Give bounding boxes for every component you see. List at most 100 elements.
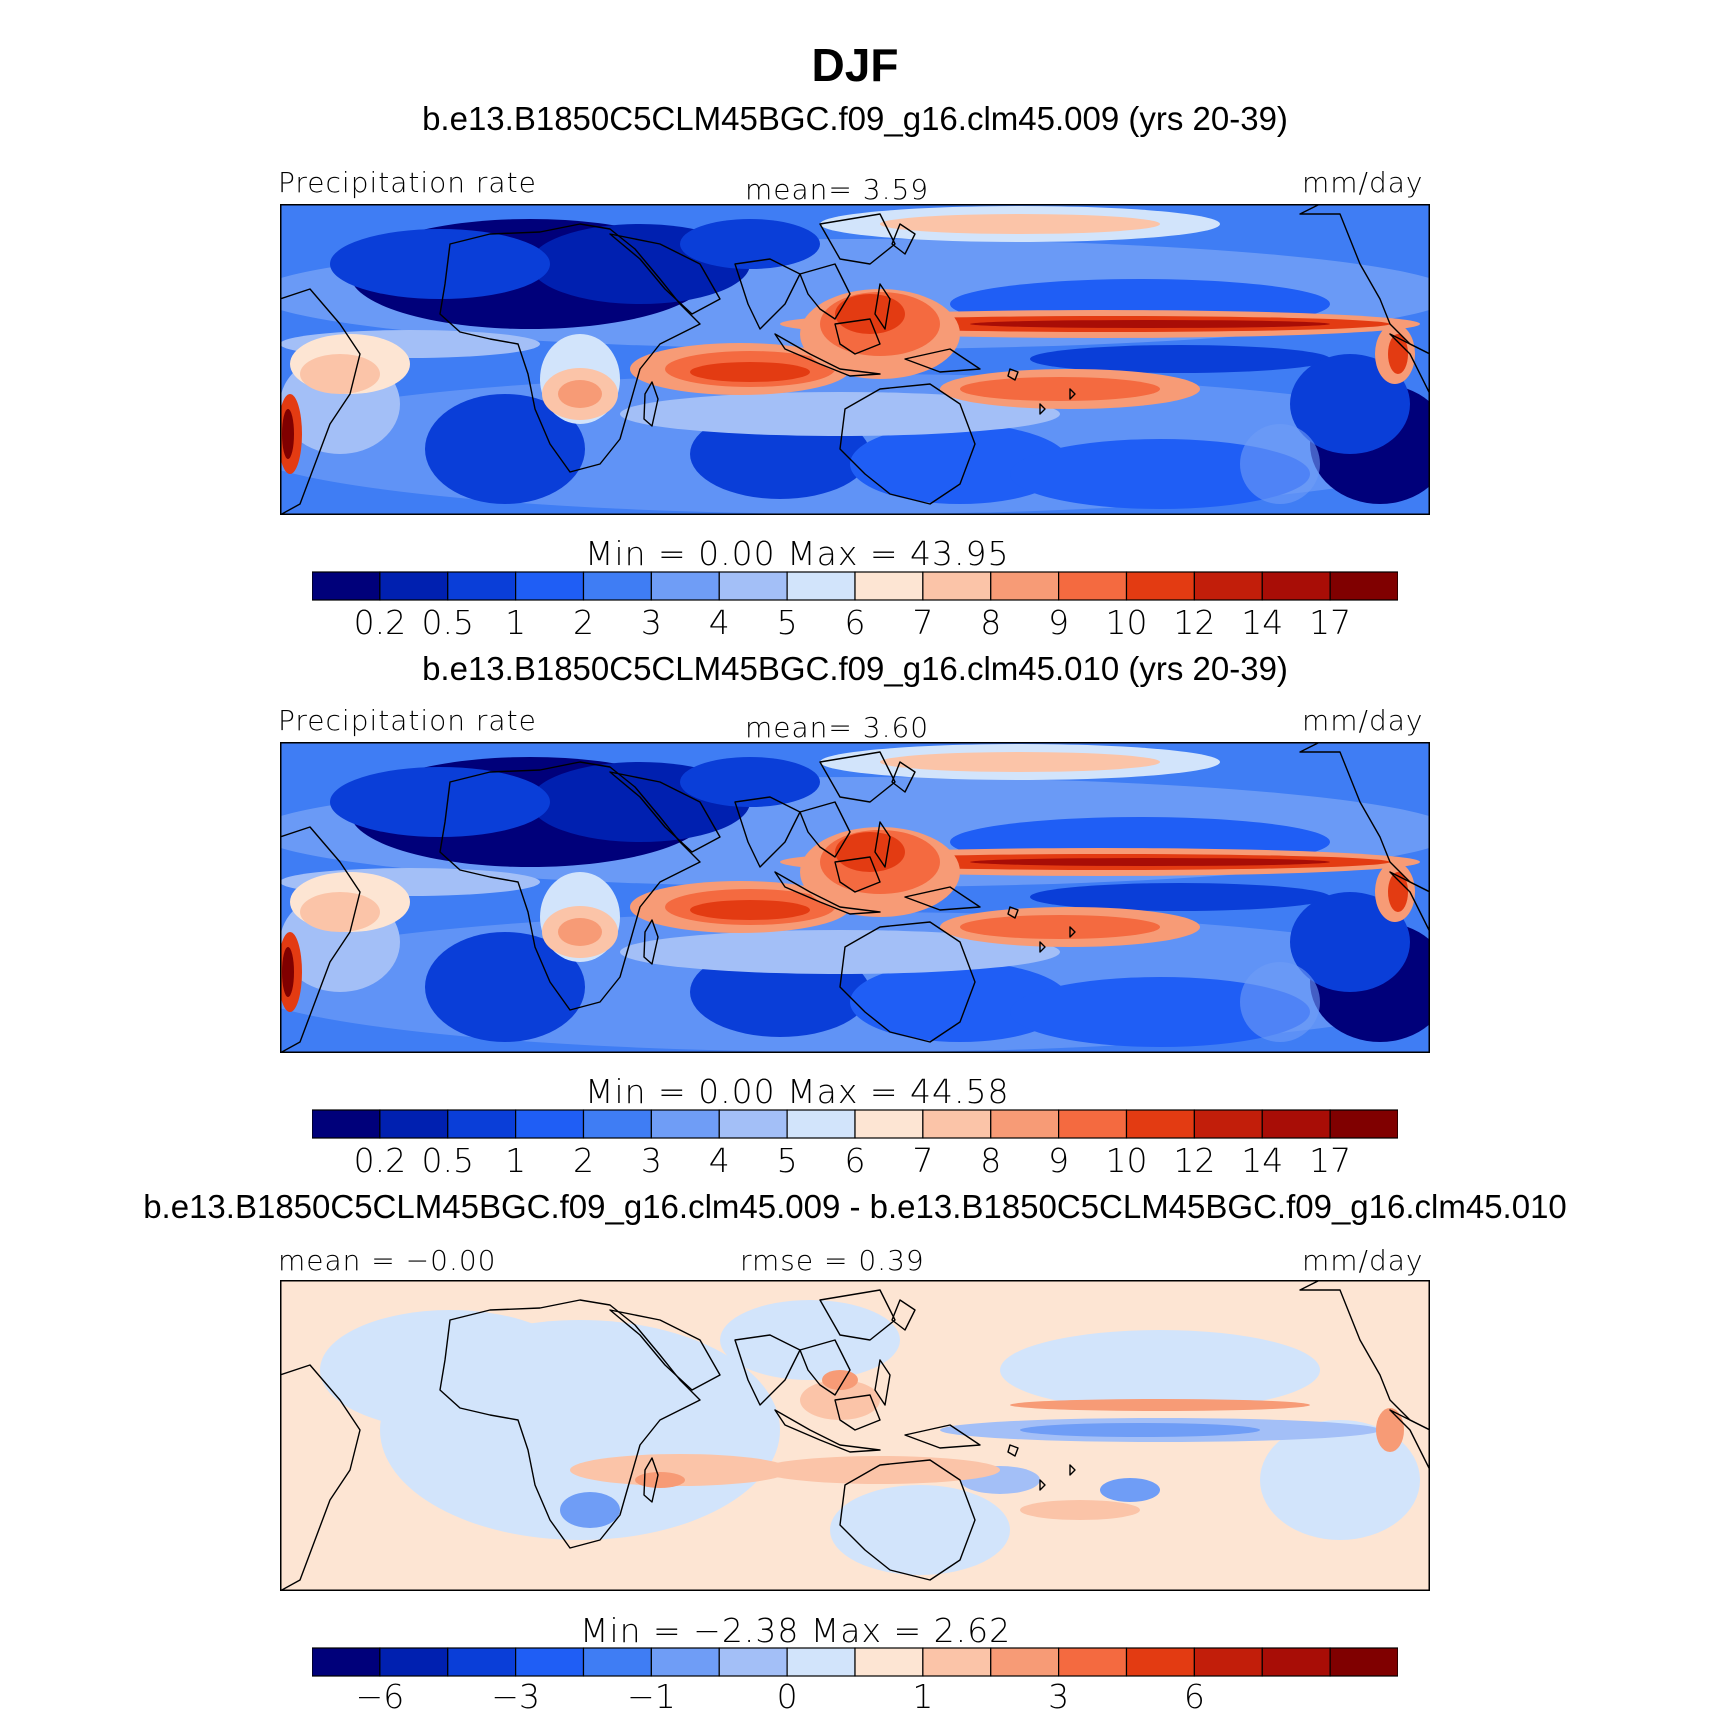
contour-blob: [690, 362, 810, 382]
colorbar-swatch: [922, 1109, 992, 1139]
contour-blob: [720, 1300, 900, 1380]
contour-blob: [850, 962, 1070, 1042]
coastline: [799, 1339, 851, 1396]
colorbar-tick-label: 14: [1241, 603, 1284, 642]
colorbar-swatch: [854, 571, 924, 601]
contour-blob: [1030, 883, 1330, 911]
contour-blob: [835, 832, 905, 872]
panel-2-precip-map: [280, 742, 1430, 1053]
colorbar-swatch: [786, 1647, 856, 1677]
colorbar-tick-label: 17: [1309, 603, 1352, 642]
colorbar-tick-label: 0.5: [421, 603, 474, 642]
contour-blob: [880, 214, 1160, 234]
coastline: [280, 288, 361, 515]
coastline: [643, 381, 659, 427]
difference-field: [320, 1300, 1420, 1575]
contour-blob: [1010, 439, 1310, 509]
colorbar-swatch: [990, 1647, 1060, 1677]
colorbar-tick-label: 12: [1173, 1141, 1216, 1180]
colorbar-tick-label: 10: [1105, 1141, 1148, 1180]
coastline: [774, 333, 881, 377]
colorbar-swatch: [447, 571, 517, 601]
contour-blob: [425, 932, 585, 1042]
colorbar-swatch: [1193, 1109, 1263, 1139]
panel-2-units-label: mm/day: [1302, 704, 1424, 737]
contour-blob: [570, 1454, 790, 1486]
colorbar-swatch: [1261, 571, 1331, 601]
panel-1-mean-label: mean= 3.59: [745, 173, 930, 206]
colorbar-tick-label: 17: [1309, 1141, 1352, 1180]
colorbar-tick-label: 3: [640, 1141, 662, 1180]
contour-blob: [1240, 424, 1320, 504]
coastline: [1389, 871, 1430, 933]
coastline: [799, 801, 851, 858]
coastline: [1299, 204, 1430, 355]
panel-1-colorbar: [312, 571, 1398, 601]
contour-blob: [970, 320, 1330, 328]
contour-blob: [835, 294, 905, 334]
coastline: [439, 761, 701, 1011]
coastline: [609, 1309, 721, 1391]
panel-2-variable-label: Precipitation rate: [278, 704, 537, 737]
colorbar-tick-label: 3: [1048, 1677, 1070, 1716]
panel-3-difference-map: [280, 1280, 1430, 1591]
coastline: [1039, 1479, 1046, 1491]
coastline: [439, 1299, 701, 1549]
panel-2-colorbar: [312, 1109, 1398, 1139]
colorbar-tick-label: 7: [912, 1141, 934, 1180]
colorbar-tick-label: 0.5: [421, 1141, 474, 1180]
contour-blob: [282, 947, 294, 997]
coastline: [1007, 1444, 1019, 1457]
contour-blob: [970, 858, 1330, 866]
colorbar-swatch: [582, 1109, 652, 1139]
contour-blob: [1388, 334, 1408, 374]
colorbar-swatch: [1261, 1109, 1331, 1139]
contour-blob: [850, 424, 1070, 504]
contour-blob: [1020, 1423, 1260, 1437]
coastline: [1389, 333, 1430, 395]
colorbar-tick-label: 0.2: [353, 1141, 407, 1180]
coastline: [819, 1289, 896, 1341]
contour-blob: [1000, 1330, 1320, 1410]
map-frame: [280, 204, 1430, 515]
colorbar-swatch: [718, 571, 788, 601]
colorbar-swatch: [922, 571, 992, 601]
contour-blob: [425, 394, 585, 504]
contour-blob: [1100, 1478, 1160, 1502]
colorbar-swatch: [1329, 571, 1398, 601]
contour-blob: [1260, 1420, 1420, 1540]
colorbar-swatch: [990, 1109, 1060, 1139]
colorbar-tick-label: 4: [708, 603, 730, 642]
panel-3-colorbar: [312, 1647, 1398, 1677]
coastline: [904, 886, 981, 911]
contour-blob: [300, 892, 380, 932]
contour-blob: [800, 1380, 880, 1420]
panel-3-mean-label: mean = −0.00: [278, 1244, 497, 1277]
coastline: [1007, 368, 1019, 381]
colorbar-tick-label: 1: [505, 603, 527, 642]
colorbar-tick-label: 3: [640, 603, 662, 642]
coastline: [774, 1409, 881, 1453]
contour-blob: [822, 1370, 858, 1390]
coastline: [609, 771, 721, 853]
panel-1-precip-map: [280, 204, 1430, 515]
colorbar-swatch: [312, 571, 381, 601]
colorbar-swatch: [1329, 1109, 1398, 1139]
coastline: [904, 348, 981, 373]
contour-blob: [1376, 1408, 1404, 1452]
panel-1-variable-label: Precipitation rate: [278, 166, 537, 199]
colorbar-swatch: [1193, 571, 1263, 601]
coastline: [891, 223, 916, 255]
coastline: [1069, 926, 1076, 938]
colorbar-swatch: [650, 571, 720, 601]
coastline: [834, 1394, 881, 1431]
contour-blob: [558, 380, 602, 408]
colorbar-tick-label: 6: [844, 1141, 866, 1180]
colorbar-tick-label: 8: [980, 603, 1002, 642]
colorbar-tick-label: −3: [491, 1677, 540, 1716]
panel-1-min-max: Min = 0.00 Max = 43.95: [585, 534, 1010, 573]
colorbar-swatch: [922, 1647, 992, 1677]
contour-blob: [1010, 977, 1310, 1047]
contour-blob: [635, 1472, 685, 1488]
contour-blob: [330, 767, 550, 837]
